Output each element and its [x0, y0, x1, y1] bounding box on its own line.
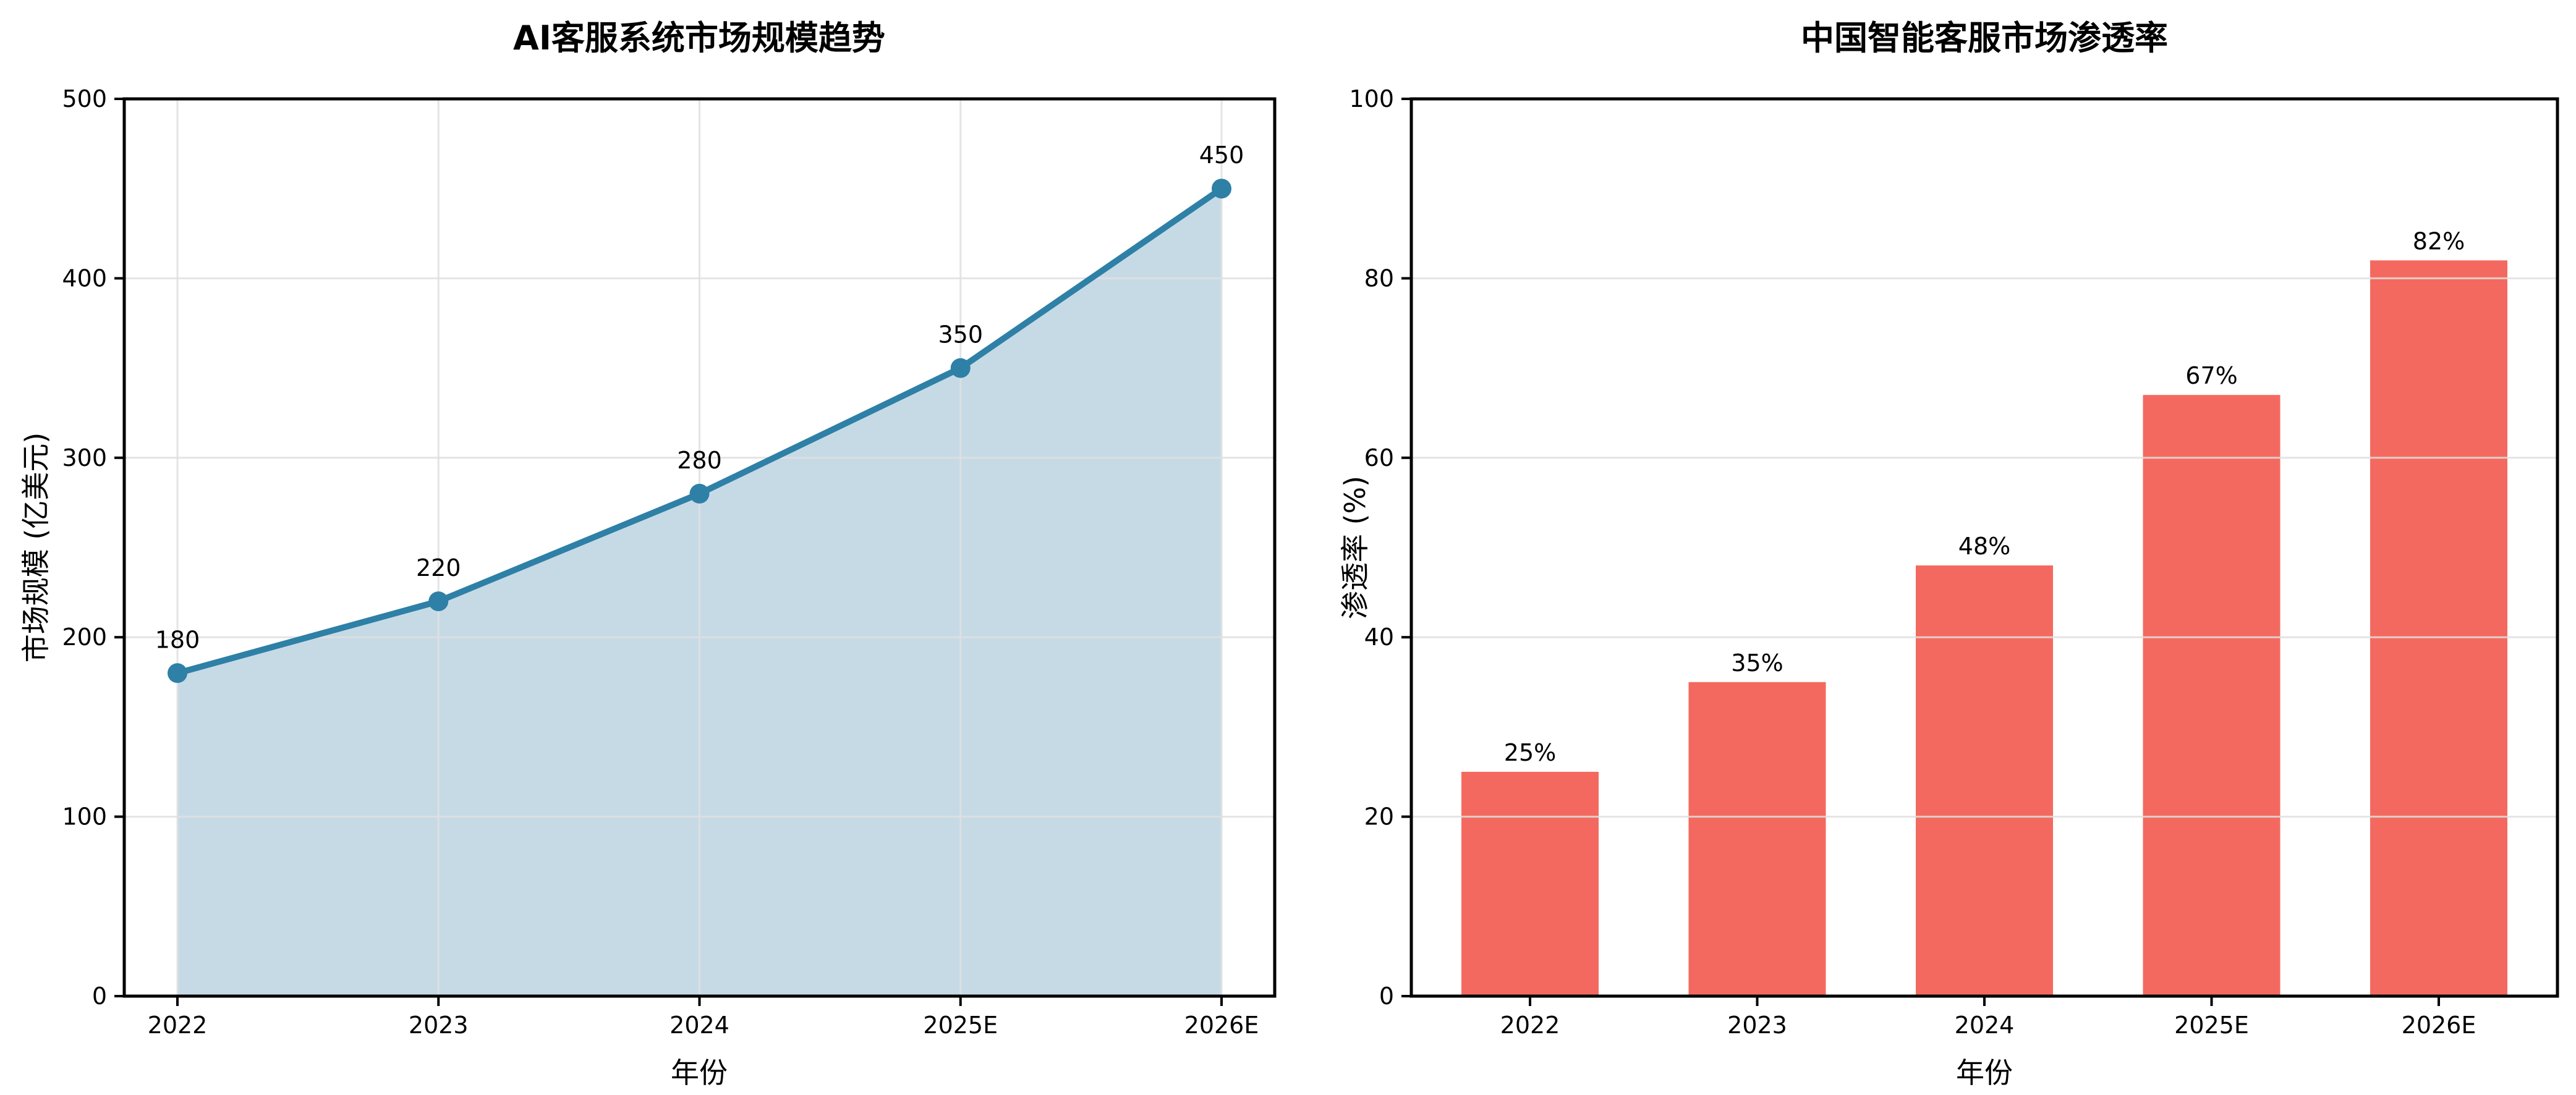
x-tick-label-2024: 2024 [1955, 1012, 2015, 1039]
x-tick-label-2026E: 2026E [2402, 1012, 2476, 1039]
bar-2022 [1461, 772, 1599, 996]
y-tick-label-40: 40 [1364, 624, 1394, 651]
chart2-title: 中国智能客服市场渗透率 [1801, 19, 2168, 57]
x-tick-label-2026E: 2026E [1184, 1012, 1259, 1039]
value-label-2022: 180 [155, 626, 200, 653]
value-label-2026E: 450 [1199, 142, 1244, 169]
value-label-2023: 35% [1731, 649, 1783, 677]
bar-2023 [1688, 682, 1826, 996]
y-tick-label-300: 300 [62, 444, 107, 471]
chart1-xaxis-label: 年份 [671, 1056, 728, 1089]
point-marker-2024 [689, 483, 710, 504]
penetration-chart: 25% 35% 48% 67% 82% 0 20 40 60 80 100 2022 2023 2024 2… [1349, 85, 2559, 1039]
y-tick-label-60: 60 [1364, 444, 1394, 471]
y-tick-label-100: 100 [62, 803, 107, 831]
value-label-2025E: 67% [2185, 362, 2237, 389]
point-marker-2026E [1212, 179, 1231, 199]
value-label-2023: 220 [416, 554, 461, 581]
y-tick-label-0: 0 [1379, 983, 1394, 1010]
y-tick-label-20: 20 [1364, 803, 1394, 831]
chart2-xaxis-label: 年份 [1956, 1056, 2013, 1089]
x-tick-label-2022: 2022 [148, 1012, 208, 1039]
value-label-2026E: 82% [2413, 227, 2465, 255]
value-label-2024: 280 [677, 447, 722, 474]
x-tick-label-2023: 2023 [1727, 1012, 1787, 1039]
bar-2025E [2143, 395, 2281, 996]
y-tick-label-400: 400 [62, 264, 107, 292]
y-tick-label-80: 80 [1364, 264, 1394, 292]
value-label-2024: 48% [1958, 533, 2010, 560]
y-tick-label-100: 100 [1349, 85, 1394, 112]
value-label-2022: 25% [1504, 739, 1556, 766]
chart1-title: AI客服系统市场规模趋势 [513, 19, 885, 57]
point-marker-2023 [428, 591, 449, 612]
x-tick-label-2024: 2024 [670, 1012, 729, 1039]
chart1-yaxis-label: 市场规模 (亿美元) [19, 433, 53, 663]
x-tick-label-2023: 2023 [409, 1012, 469, 1039]
market-size-chart: 180 220 280 350 450 0 100 200 300 400 500 2022 2023 2… [62, 85, 1277, 1039]
x-tick-label-2025E: 2025E [2174, 1012, 2249, 1039]
value-label-2025E: 350 [938, 321, 983, 349]
bar-2026E [2370, 260, 2507, 996]
point-marker-2025E [950, 358, 971, 378]
chart2-yaxis-label: 渗透率 (%) [1338, 476, 1372, 619]
bar-2024 [1916, 565, 2053, 996]
point-marker-2022 [168, 663, 187, 683]
y-tick-label-0: 0 [92, 983, 107, 1010]
y-tick-label-500: 500 [62, 85, 107, 112]
y-tick-label-200: 200 [62, 624, 107, 651]
x-tick-label-2022: 2022 [1500, 1012, 1560, 1039]
x-tick-label-2025E: 2025E [923, 1012, 998, 1039]
